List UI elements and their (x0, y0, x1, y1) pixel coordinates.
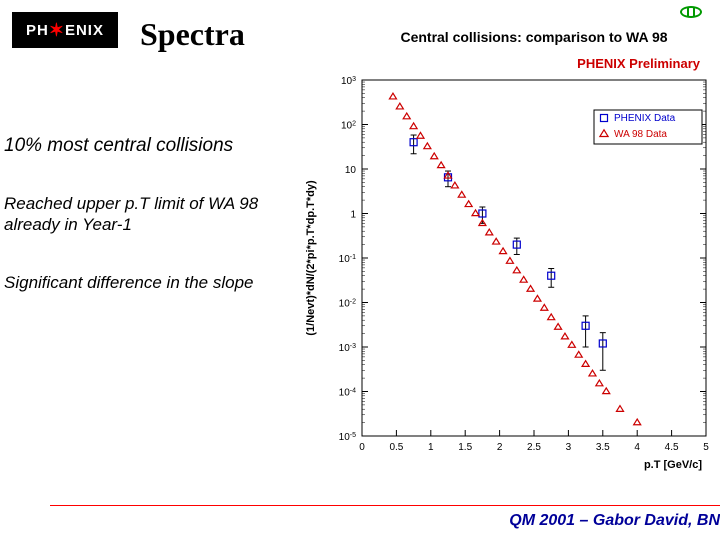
svg-text:2: 2 (497, 442, 503, 453)
svg-text:p.T [GeV/c]: p.T [GeV/c] (644, 459, 702, 471)
svg-text:102: 102 (341, 120, 356, 132)
body-text: 10% most central collisions Reached uppe… (4, 135, 284, 293)
svg-text:Central collisions: comparison: Central collisions: comparison to WA 98 (400, 29, 667, 45)
svg-text:5: 5 (703, 442, 709, 453)
spectra-chart: Central collisions: comparison to WA 98 P… (300, 26, 718, 476)
slide-title: Spectra (140, 16, 245, 53)
svg-text:1.5: 1.5 (458, 442, 472, 453)
svg-text:10-1: 10-1 (339, 254, 356, 266)
brookhaven-logo-icon (680, 6, 702, 18)
footer-text: QM 2001 – Gabor David, BN (509, 512, 720, 530)
svg-text:103: 103 (341, 76, 356, 88)
svg-text:10-5: 10-5 (339, 432, 356, 444)
svg-text:10-2: 10-2 (339, 298, 356, 310)
logo-prefix: PH (26, 22, 49, 39)
svg-text:WA 98 Data: WA 98 Data (614, 129, 667, 140)
svg-text:1: 1 (350, 210, 356, 221)
svg-text:PHENIX Preliminary: PHENIX Preliminary (577, 56, 701, 71)
body-line-2: Reached upper p.T limit of WA 98 already… (4, 193, 284, 236)
svg-text:PHENIX Data: PHENIX Data (614, 113, 676, 124)
footer-divider (50, 505, 720, 506)
logo-star-icon: ✶ (49, 20, 65, 41)
svg-text:3: 3 (566, 442, 572, 453)
svg-text:10-4: 10-4 (339, 387, 356, 399)
svg-text:10-3: 10-3 (339, 343, 356, 355)
body-line-3: Significant difference in the slope (4, 272, 284, 293)
svg-text:4.5: 4.5 (665, 442, 679, 453)
svg-text:4: 4 (634, 442, 640, 453)
logo-suffix: ENIX (65, 22, 104, 39)
svg-text:0: 0 (359, 442, 365, 453)
body-line-1: 10% most central collisions (4, 135, 284, 157)
svg-text:2.5: 2.5 (527, 442, 541, 453)
phenix-logo: PH ✶ ENIX (12, 12, 118, 48)
svg-text:1: 1 (428, 442, 434, 453)
svg-text:10: 10 (345, 165, 357, 176)
svg-text:(1/Nevt)*dN/(2*pi*p.T*dp.T*dy): (1/Nevt)*dN/(2*pi*p.T*dp.T*dy) (305, 180, 317, 336)
svg-text:0.5: 0.5 (389, 442, 403, 453)
svg-text:3.5: 3.5 (596, 442, 610, 453)
